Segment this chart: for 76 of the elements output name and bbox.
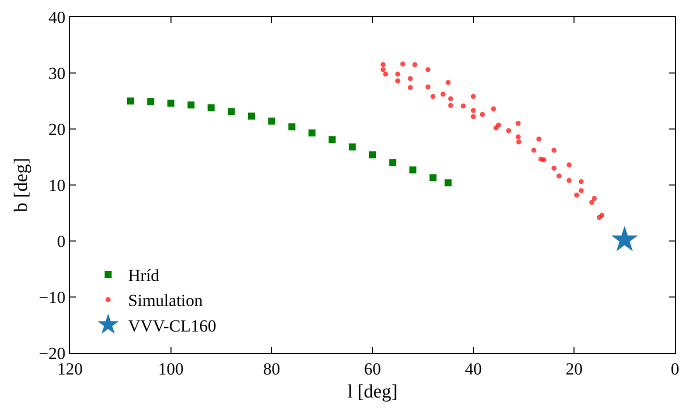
point <box>578 179 584 184</box>
point <box>380 67 386 72</box>
point <box>446 80 451 86</box>
point <box>425 67 430 72</box>
x-tick-label: 20 <box>566 360 583 378</box>
y-tick-label: 0 <box>57 232 66 251</box>
point <box>460 104 466 109</box>
legend-label: Hríd <box>128 266 160 286</box>
point <box>516 139 522 144</box>
point <box>494 125 499 130</box>
point <box>167 100 174 107</box>
point <box>611 226 638 252</box>
point <box>531 148 536 153</box>
point <box>596 214 602 220</box>
x-tick-label: 60 <box>364 360 381 378</box>
point <box>516 120 521 126</box>
legend-label: VVV-CL160 <box>128 316 216 336</box>
point <box>408 85 413 90</box>
point <box>412 62 418 68</box>
point <box>552 148 556 153</box>
point <box>308 129 316 136</box>
point <box>480 112 485 117</box>
point <box>470 94 476 100</box>
point <box>400 62 406 67</box>
point <box>470 114 476 120</box>
point <box>288 123 296 130</box>
point <box>516 134 521 140</box>
point <box>268 118 276 125</box>
point <box>409 166 416 174</box>
point <box>566 162 572 168</box>
point <box>395 78 400 84</box>
point <box>578 188 584 194</box>
x-axis-title: l [deg] <box>347 381 398 402</box>
point <box>383 72 388 77</box>
point <box>395 72 400 77</box>
point <box>127 98 134 104</box>
point <box>348 143 356 150</box>
point <box>147 98 154 106</box>
x-tick-label: 0 <box>670 360 680 378</box>
point <box>440 92 446 97</box>
point <box>430 174 436 182</box>
point <box>506 128 512 134</box>
y-tick-label: 40 <box>48 8 66 27</box>
x-tick-label: 100 <box>158 360 184 378</box>
point <box>592 196 597 201</box>
point <box>491 106 496 112</box>
point <box>389 159 396 166</box>
legend-label: Simulation <box>128 291 204 310</box>
y-tick-label: −10 <box>38 288 66 307</box>
point <box>369 151 376 158</box>
point <box>228 108 235 116</box>
point <box>566 178 572 184</box>
point <box>444 179 452 186</box>
point <box>328 136 336 144</box>
y-tick-label: 10 <box>48 176 66 195</box>
y-tick-label: 30 <box>48 64 66 83</box>
x-tick-label: 80 <box>263 360 280 378</box>
point <box>556 174 562 179</box>
point <box>574 192 580 198</box>
point <box>448 96 454 102</box>
point <box>538 156 544 162</box>
point <box>408 76 413 82</box>
point <box>430 94 436 100</box>
point <box>248 112 255 120</box>
point <box>589 200 594 205</box>
x-tick-label: 40 <box>464 360 482 378</box>
point <box>208 104 215 112</box>
point <box>188 101 194 108</box>
y-tick-label: 20 <box>48 120 66 139</box>
point <box>425 84 430 90</box>
point <box>536 136 542 142</box>
point <box>552 166 556 171</box>
point <box>448 102 454 108</box>
point <box>380 62 386 68</box>
point <box>470 108 476 114</box>
y-axis-title: b [deg] <box>10 158 32 212</box>
